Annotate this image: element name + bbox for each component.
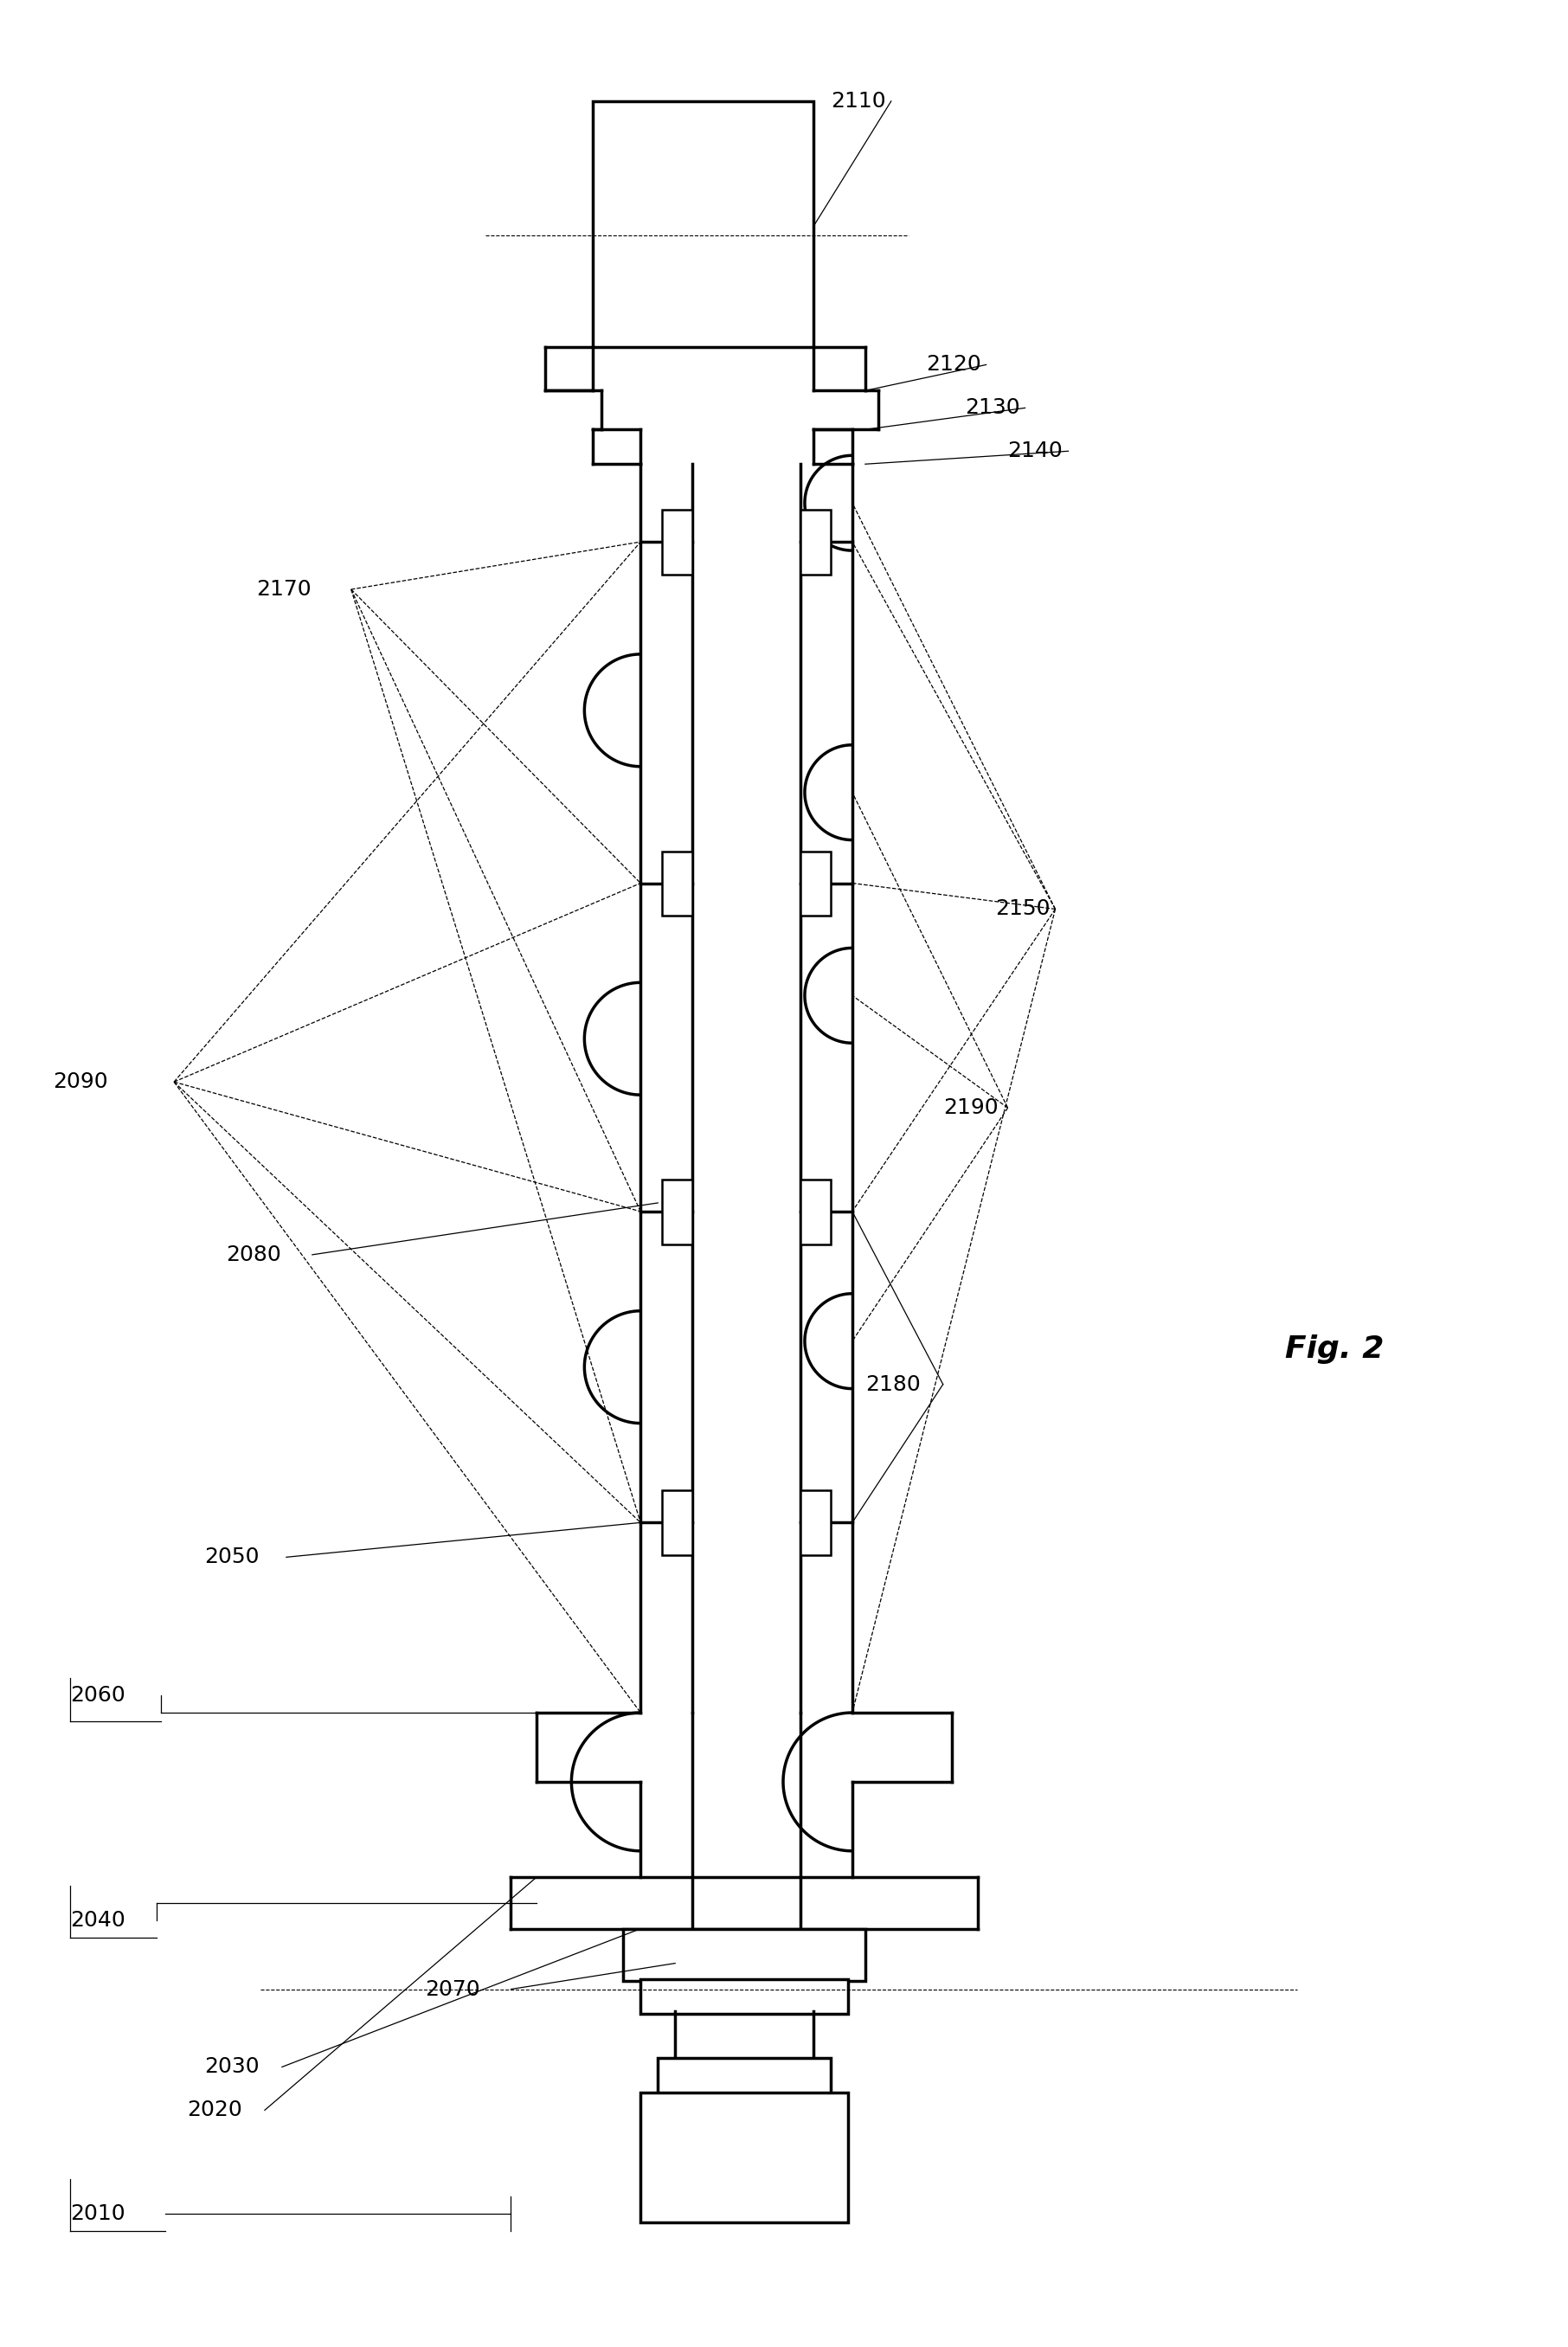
Text: 2170: 2170 <box>256 580 310 601</box>
Bar <box>624 1929 866 1981</box>
Bar <box>662 1181 693 1244</box>
Text: 2150: 2150 <box>994 899 1049 920</box>
Bar <box>641 2094 848 2223</box>
Text: 2120: 2120 <box>925 354 982 376</box>
Bar <box>800 509 831 575</box>
Text: 2080: 2080 <box>226 1244 281 1265</box>
Bar <box>800 1490 831 1556</box>
Text: 2190: 2190 <box>942 1098 999 1117</box>
Text: 2010: 2010 <box>71 2204 125 2225</box>
Text: 2040: 2040 <box>71 1910 125 1932</box>
Bar <box>662 1490 693 1556</box>
Text: 2180: 2180 <box>866 1373 920 1394</box>
Bar <box>641 1979 848 2014</box>
Text: Fig. 2: Fig. 2 <box>1286 1335 1385 1364</box>
Bar <box>659 2058 831 2101</box>
Text: 2110: 2110 <box>831 92 886 113</box>
Text: 2070: 2070 <box>425 1979 480 2000</box>
Text: 2030: 2030 <box>204 2056 259 2077</box>
Text: 2060: 2060 <box>71 1685 125 1706</box>
Bar <box>800 852 831 915</box>
Bar <box>662 509 693 575</box>
Text: 2140: 2140 <box>1008 441 1063 462</box>
Bar <box>662 852 693 915</box>
Bar <box>593 101 814 347</box>
Text: 2090: 2090 <box>53 1073 108 1091</box>
Text: 2050: 2050 <box>204 1547 259 1568</box>
Bar <box>800 1181 831 1244</box>
Text: 2020: 2020 <box>187 2101 241 2122</box>
Text: 2130: 2130 <box>964 397 1019 418</box>
